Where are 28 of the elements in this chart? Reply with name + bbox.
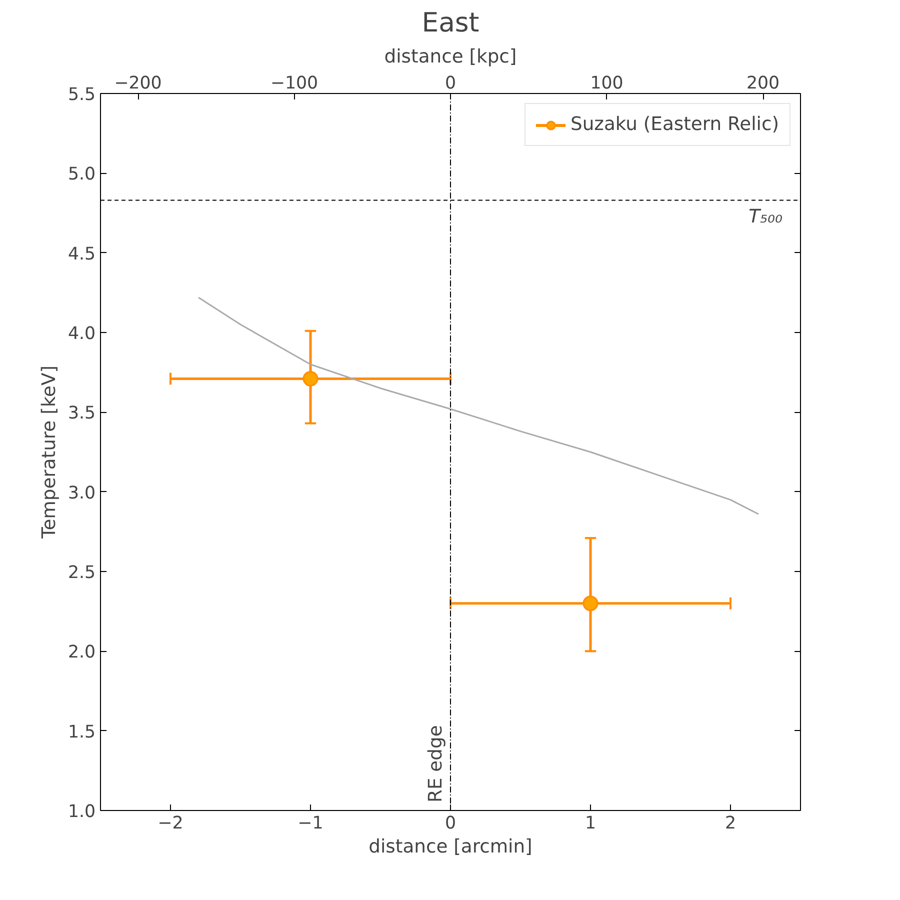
- y-tick-label: 5.0: [68, 164, 96, 185]
- y-tick-label: 1.5: [68, 722, 96, 742]
- x-tick-label: 0: [444, 814, 456, 834]
- x-tick-label: −1: [298, 814, 324, 834]
- x2-tick-label: −100: [270, 74, 318, 94]
- y-tick-label: 2.5: [68, 563, 96, 583]
- chart-title: East: [422, 8, 480, 38]
- ref-line-label: T₅₀₀: [748, 206, 784, 228]
- x2-axis-title: distance [kpc]: [384, 46, 517, 68]
- x-tick-label: 2: [724, 814, 736, 834]
- x-tick-label: −2: [158, 814, 184, 834]
- x2-tick-label: −200: [114, 74, 162, 94]
- x2-tick-label: 200: [746, 74, 780, 94]
- x-tick-label: 1: [584, 814, 596, 834]
- y-tick-label: 1.0: [68, 802, 96, 822]
- line-series: [198, 296, 760, 515]
- legend-label: Suzaku (Eastern Relic): [570, 114, 779, 135]
- x2-tick-label: 100: [590, 74, 624, 94]
- y-tick-label: 3.5: [68, 404, 96, 424]
- y-tick-label: 2.0: [68, 642, 96, 663]
- x2-tick-label: 0: [444, 74, 456, 94]
- y-tick-label: 4.5: [68, 244, 96, 264]
- y-tick-label: 5.5: [68, 85, 96, 105]
- ref-line-label: RE edge: [426, 725, 446, 802]
- y-tick-label: 4.0: [68, 324, 96, 344]
- x-axis-title: distance [arcmin]: [368, 836, 532, 858]
- y-axis-title: Temperature [keV]: [38, 365, 60, 540]
- y-tick-label: 3.0: [68, 483, 96, 504]
